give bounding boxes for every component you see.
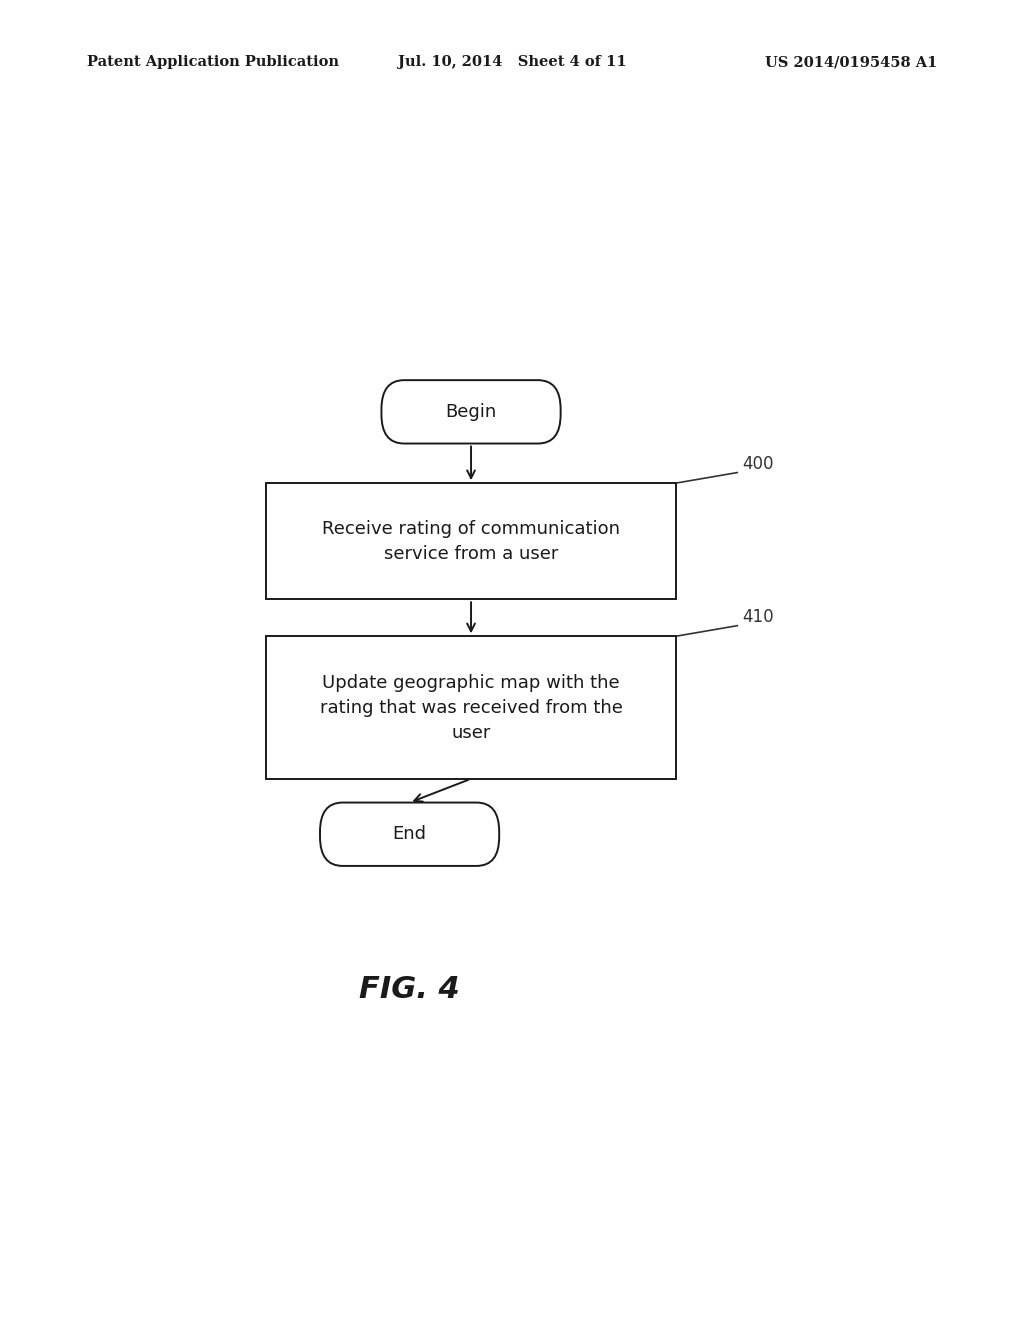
Text: Receive rating of communication
service from a user: Receive rating of communication service … <box>322 520 621 562</box>
Text: Begin: Begin <box>445 403 497 421</box>
Text: Update geographic map with the
rating that was received from the
user: Update geographic map with the rating th… <box>319 673 623 742</box>
FancyBboxPatch shape <box>266 636 676 779</box>
Text: 410: 410 <box>742 607 774 626</box>
Text: US 2014/0195458 A1: US 2014/0195458 A1 <box>765 55 937 69</box>
FancyBboxPatch shape <box>266 483 676 599</box>
FancyBboxPatch shape <box>382 380 561 444</box>
FancyBboxPatch shape <box>319 803 500 866</box>
Text: FIG. 4: FIG. 4 <box>359 975 460 1005</box>
Text: 400: 400 <box>742 454 774 473</box>
Text: Patent Application Publication: Patent Application Publication <box>87 55 339 69</box>
Text: Jul. 10, 2014   Sheet 4 of 11: Jul. 10, 2014 Sheet 4 of 11 <box>397 55 627 69</box>
Text: End: End <box>392 825 427 843</box>
